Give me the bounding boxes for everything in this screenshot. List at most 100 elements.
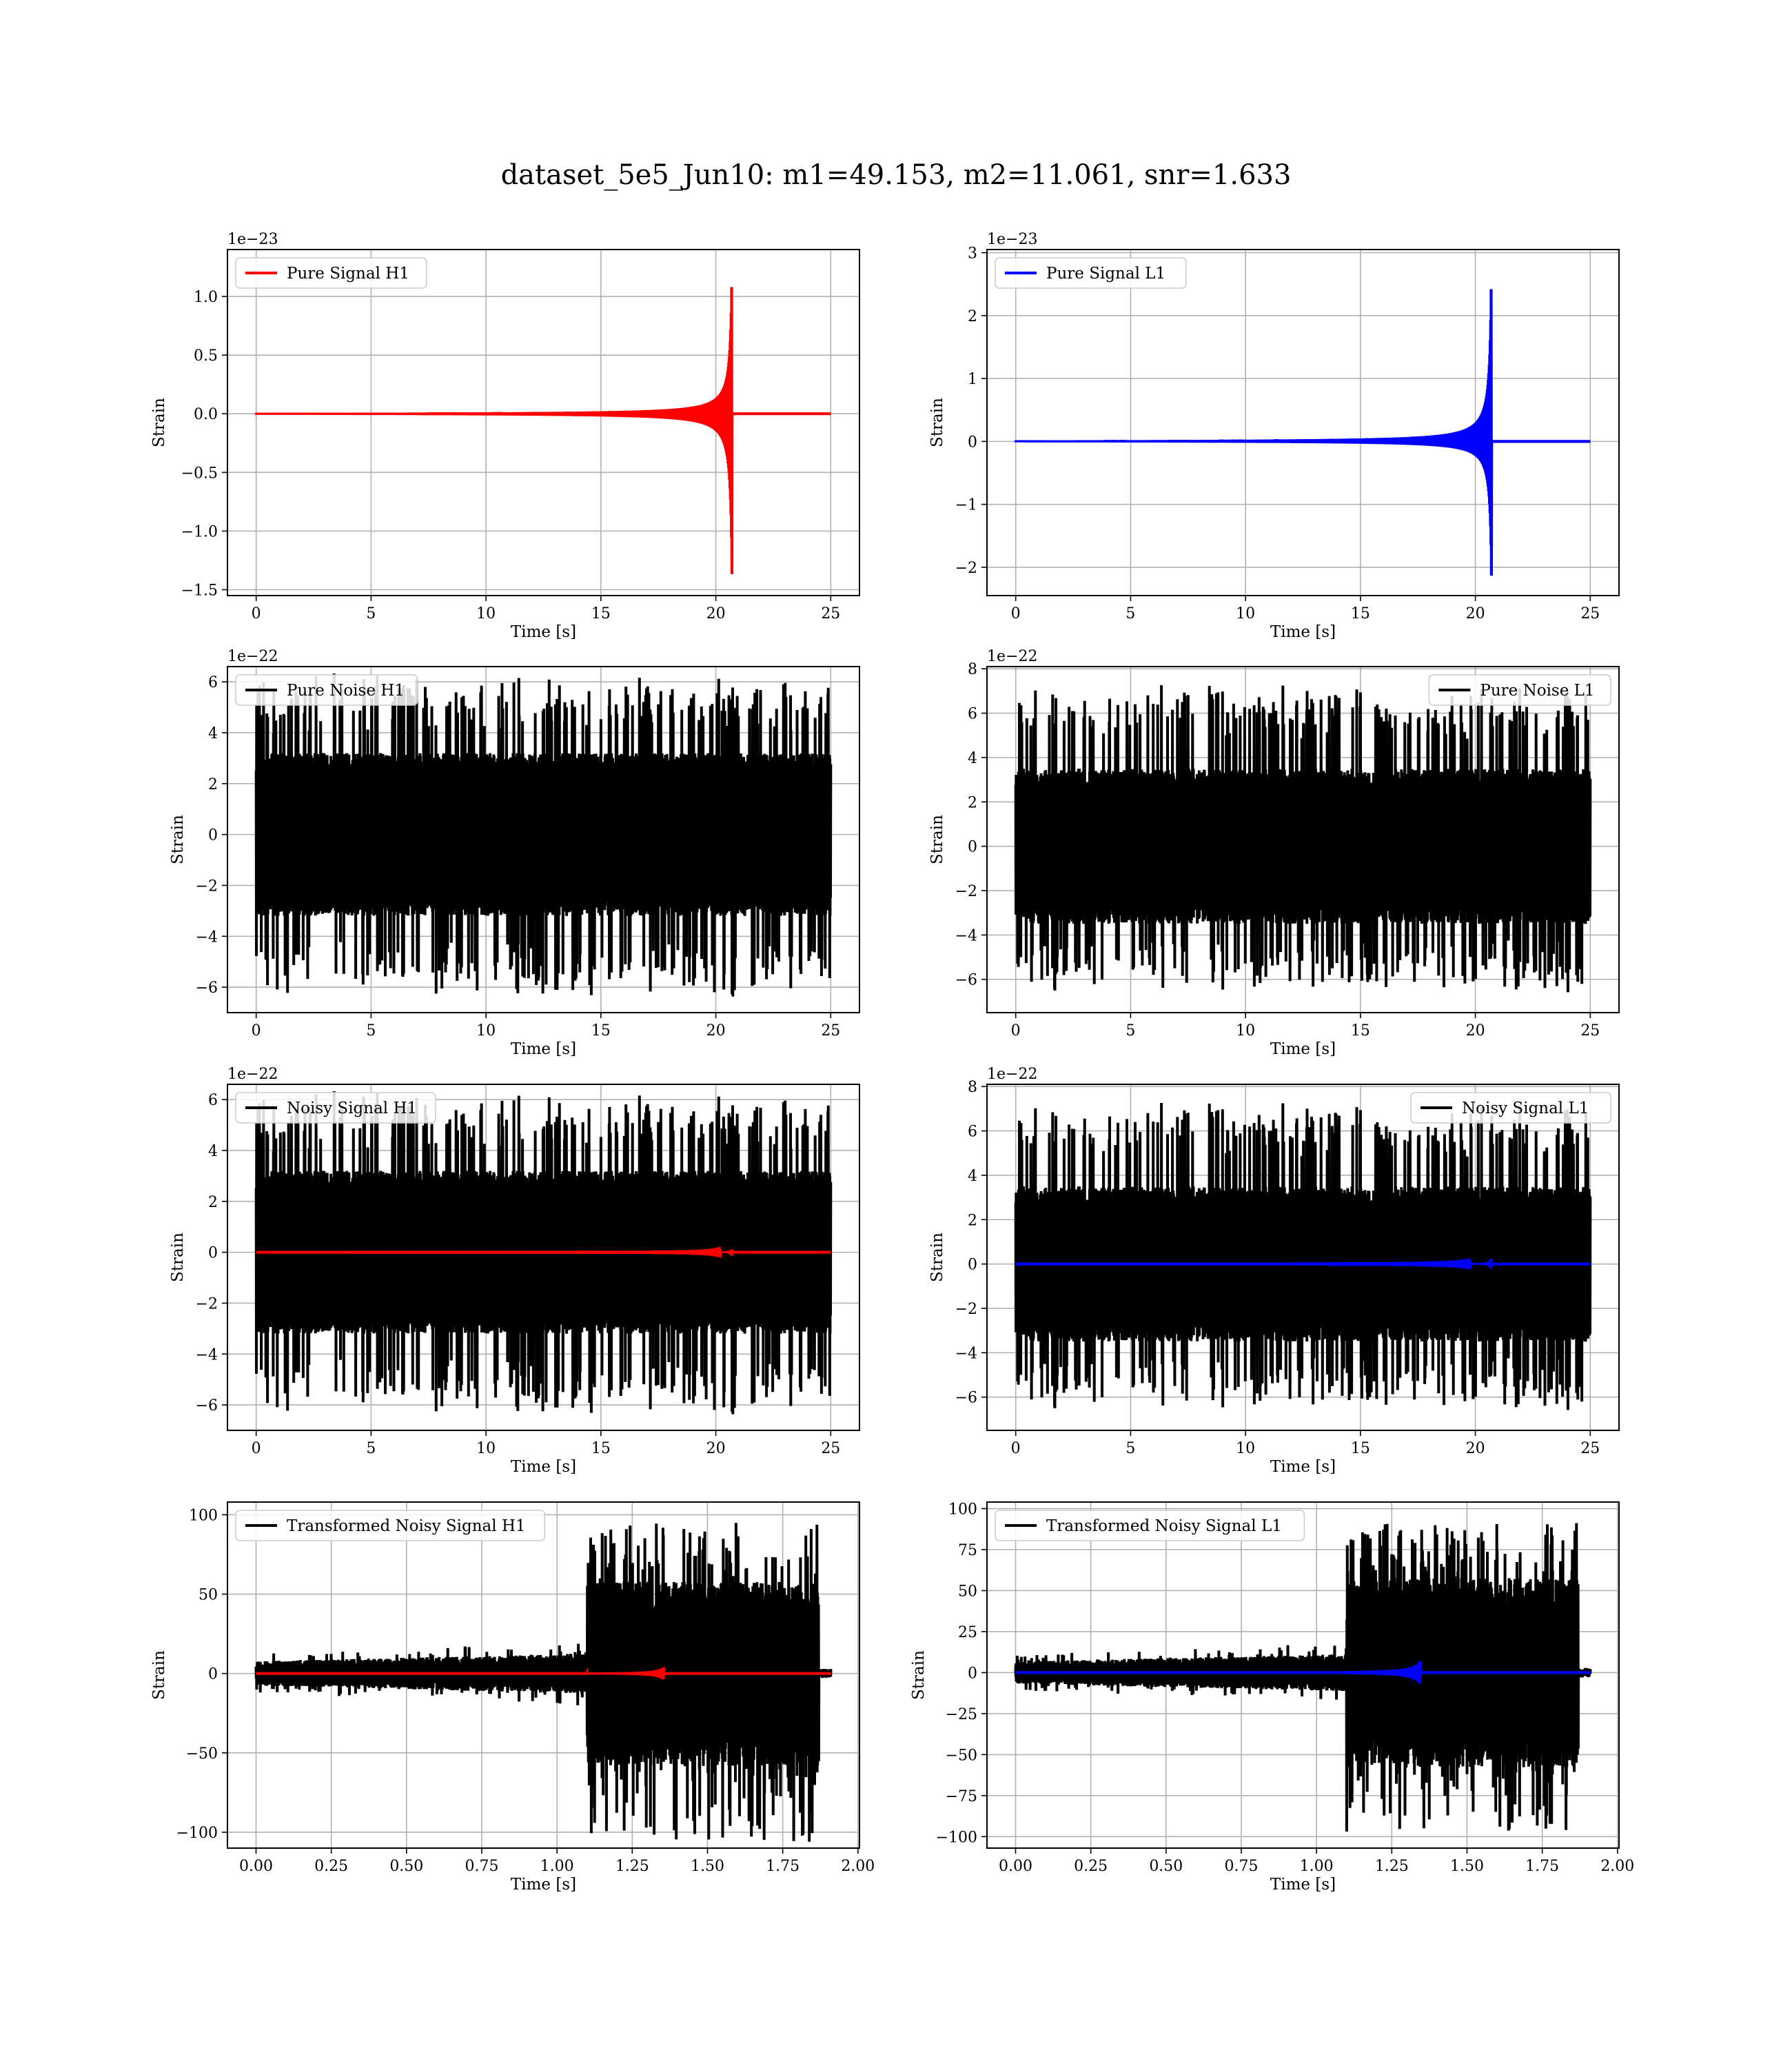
panel-5-xlabel: Time [s] bbox=[1270, 1458, 1336, 1476]
panel-0-ytick-label-1: −1.0 bbox=[181, 523, 218, 540]
panel-4-xtick-label-5: 25 bbox=[821, 1440, 840, 1457]
panel-7-xtick-label-2: 0.50 bbox=[1149, 1858, 1183, 1875]
panel-1-ytick-label-4: 2 bbox=[968, 308, 977, 325]
panel-6-ytick-label-4: 100 bbox=[189, 1507, 218, 1524]
panel-6-ytick-label-3: 50 bbox=[198, 1587, 218, 1604]
panel-1-series-0 bbox=[1014, 289, 1591, 576]
panel-0-frame bbox=[227, 249, 860, 596]
panel-3-xtick-label-5: 25 bbox=[1580, 1022, 1600, 1040]
panel-4-ytick-label-6: 6 bbox=[208, 1092, 218, 1109]
panel-2-xtick-label-2: 10 bbox=[476, 1022, 496, 1040]
panel-0-xtick-label-3: 15 bbox=[591, 605, 611, 622]
panel-1-xtick-label-1: 5 bbox=[1126, 605, 1135, 622]
panel-1-legend bbox=[995, 257, 1187, 289]
panel-5-ytick-label-6: 6 bbox=[968, 1124, 977, 1141]
panel-1-xtick-label-3: 15 bbox=[1351, 605, 1370, 622]
panel-6-xlabel: Time [s] bbox=[511, 1876, 576, 1894]
panel-1-legend-label: Pure Signal L1 bbox=[1046, 265, 1165, 283]
panel-6-frame bbox=[227, 1501, 860, 1849]
panel-2-xtick-label-5: 25 bbox=[821, 1022, 840, 1040]
panel-5-xtick-label-0: 0 bbox=[1011, 1440, 1021, 1457]
panel-5-legend bbox=[1410, 1092, 1611, 1124]
panel-3-ytick-label-1: −4 bbox=[955, 927, 977, 944]
panel-7-legend bbox=[995, 1510, 1305, 1541]
panel-7-ylabel: Strain bbox=[910, 1650, 928, 1700]
panel-7-frame bbox=[986, 1501, 1620, 1849]
panel-6: 0.00 0.25 0.50 0.75 1.00 1.25 1.50 1.75 2.00 −100… bbox=[150, 1501, 875, 1894]
panel-6-legend-label: Transformed Noisy Signal H1 bbox=[287, 1517, 526, 1535]
panel-4-frame bbox=[227, 1084, 860, 1431]
panel-5-ytick-label-1: −4 bbox=[955, 1345, 977, 1362]
panel-0-xtick-label-2: 10 bbox=[476, 605, 496, 622]
panel-4-series-0 bbox=[254, 1091, 833, 1415]
panel-1-ytick-label-1: −1 bbox=[955, 497, 977, 514]
panel-0-legend bbox=[235, 257, 427, 289]
panel-0-ytick-label-4: 0.5 bbox=[194, 347, 218, 365]
panel-7-xlabel: Time [s] bbox=[1270, 1876, 1336, 1894]
panel-2: 0 5 10 15 20 25 −6 −4 −2 0 2 4 6 Time [s] Strain 1e−22 P… bbox=[169, 648, 860, 1058]
panel-2-ytick-label-1: −4 bbox=[196, 929, 218, 946]
panel-2-xlabel: Time [s] bbox=[511, 1040, 576, 1058]
panel-6-series-1 bbox=[256, 1667, 831, 1680]
panel-3-offset-text: 1e−22 bbox=[987, 648, 1037, 665]
panel-5-ylabel: Strain bbox=[928, 1233, 946, 1282]
panel-7-xtick-label-8: 2.00 bbox=[1600, 1858, 1634, 1875]
panel-6-ylabel: Strain bbox=[150, 1650, 168, 1700]
panel-5-offset-text: 1e−22 bbox=[987, 1066, 1037, 1083]
panel-0-xtick-label-0: 0 bbox=[252, 605, 261, 622]
panel-4-xtick-label-3: 15 bbox=[591, 1440, 611, 1457]
panel-7-series-1 bbox=[1015, 1661, 1591, 1684]
panel-3-ytick-label-3: 0 bbox=[968, 839, 977, 856]
panel-4-ytick-label-2: −2 bbox=[196, 1295, 218, 1312]
panel-4-xtick-label-0: 0 bbox=[252, 1440, 261, 1457]
panel-7-xtick-label-0: 0.00 bbox=[999, 1858, 1032, 1875]
panel-0-series-0 bbox=[254, 287, 831, 574]
panel-5-series-0 bbox=[1014, 1102, 1592, 1410]
panel-5-ytick-label-4: 2 bbox=[968, 1212, 977, 1229]
panel-0-offset-text: 1e−23 bbox=[227, 231, 278, 248]
panel-6-xtick-label-7: 1.75 bbox=[766, 1858, 800, 1875]
panel-3-xtick-label-0: 0 bbox=[1011, 1022, 1021, 1040]
panel-3-ytick-label-0: −6 bbox=[955, 972, 977, 989]
panel-6-xtick-label-3: 0.75 bbox=[465, 1858, 498, 1875]
panel-5-ytick-label-5: 4 bbox=[968, 1168, 977, 1185]
panel-0-legend-label: Pure Signal H1 bbox=[287, 265, 409, 283]
panel-6-ytick-label-0: −100 bbox=[176, 1825, 218, 1842]
panel-1-xtick-label-5: 25 bbox=[1580, 605, 1600, 622]
panel-5-ytick-label-7: 8 bbox=[968, 1079, 977, 1096]
panel-6-xtick-label-8: 2.00 bbox=[841, 1858, 875, 1875]
panel-2-legend bbox=[235, 674, 418, 706]
panel-1-offset-text: 1e−23 bbox=[987, 231, 1037, 248]
panel-0: 0 5 10 15 20 25 −1.5 −1.0 −0.5 0.0 0.5 1.0 Time [s] S… bbox=[150, 231, 860, 641]
panel-2-series-0 bbox=[254, 673, 833, 997]
panel-3-series-0 bbox=[1014, 685, 1592, 993]
panel-7-ytick-label-3: −25 bbox=[946, 1706, 977, 1723]
panel-4-xtick-label-4: 20 bbox=[706, 1440, 726, 1457]
panel-2-ytick-label-0: −6 bbox=[196, 980, 218, 997]
panel-5-ytick-label-3: 0 bbox=[968, 1257, 977, 1274]
panel-5-xtick-label-1: 5 bbox=[1126, 1440, 1135, 1457]
panel-7-xtick-label-4: 1.00 bbox=[1300, 1858, 1334, 1875]
panel-4-legend bbox=[235, 1092, 436, 1124]
panel-1-frame bbox=[986, 249, 1620, 596]
panel-7-ytick-label-5: 25 bbox=[958, 1624, 977, 1641]
panel-3-xtick-label-4: 20 bbox=[1466, 1022, 1485, 1040]
panel-2-frame bbox=[227, 666, 860, 1013]
panel-7-xtick-label-7: 1.75 bbox=[1525, 1858, 1559, 1875]
panel-6-xtick-label-6: 1.50 bbox=[691, 1858, 724, 1875]
panel-7-ytick-label-2: −50 bbox=[946, 1747, 977, 1764]
panel-7-ytick-label-1: −75 bbox=[946, 1788, 977, 1805]
panel-7-ytick-label-0: −100 bbox=[936, 1829, 977, 1846]
panel-4-ytick-label-1: −4 bbox=[196, 1346, 218, 1364]
panel-3-ytick-label-2: −2 bbox=[955, 883, 977, 900]
panel-1-ytick-label-3: 1 bbox=[968, 371, 977, 388]
panel-5-xtick-label-5: 25 bbox=[1580, 1440, 1600, 1457]
panel-3-frame bbox=[986, 666, 1620, 1013]
panel-2-ytick-label-5: 4 bbox=[208, 725, 218, 742]
panel-3-legend-label: Pure Noise L1 bbox=[1480, 682, 1594, 700]
panel-1-ytick-label-5: 3 bbox=[968, 245, 977, 263]
panel-4-xlabel: Time [s] bbox=[511, 1458, 576, 1476]
panel-7-xtick-label-6: 1.50 bbox=[1450, 1858, 1484, 1875]
panel-5-xtick-label-3: 15 bbox=[1351, 1440, 1370, 1457]
